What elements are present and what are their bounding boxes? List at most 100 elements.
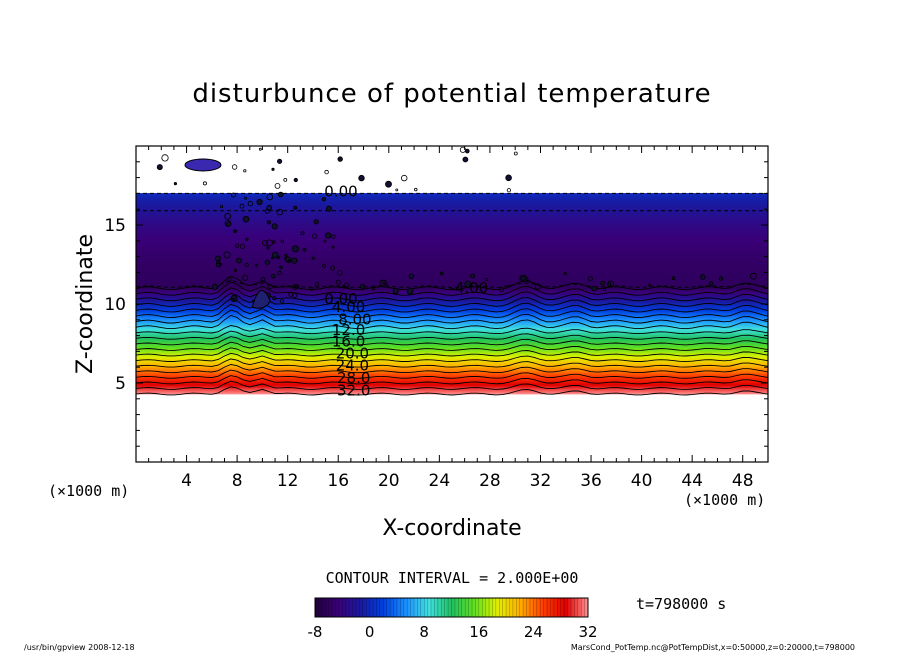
turbulence-blob bbox=[220, 205, 224, 209]
contour-line bbox=[136, 347, 768, 357]
turbulence-blob bbox=[385, 180, 392, 188]
color-band bbox=[136, 290, 768, 293]
color-band bbox=[136, 327, 768, 330]
turbulence-blob bbox=[277, 191, 284, 198]
color-band bbox=[136, 342, 768, 345]
turbulence-blob bbox=[331, 245, 335, 249]
turbulence-blob bbox=[311, 256, 315, 260]
turbulence-blob bbox=[750, 272, 757, 280]
color-band bbox=[136, 341, 768, 343]
turbulence-blob bbox=[371, 286, 376, 291]
turbulence-blob bbox=[156, 164, 163, 171]
top-blob bbox=[184, 158, 222, 172]
color-band bbox=[136, 196, 768, 199]
color-band bbox=[136, 384, 768, 387]
turbulence-blob bbox=[499, 287, 505, 293]
turbulence-blob bbox=[381, 279, 387, 285]
turbulence-blob bbox=[462, 156, 469, 163]
color-band bbox=[136, 252, 768, 254]
x-tick-label: 28 bbox=[479, 471, 501, 491]
color-band bbox=[136, 309, 768, 312]
turbulence-blob bbox=[312, 233, 318, 239]
contour-label: 0.00 bbox=[324, 183, 357, 201]
turbulence-blob bbox=[342, 285, 346, 289]
turbulence-blob bbox=[216, 262, 221, 268]
color-band bbox=[136, 210, 768, 213]
color-band bbox=[136, 278, 768, 281]
contour-line bbox=[136, 330, 768, 340]
turbulence-blob bbox=[392, 288, 399, 295]
turbulence-blob bbox=[507, 284, 511, 288]
turbulence-blob bbox=[325, 205, 332, 212]
turbulence-blob bbox=[270, 273, 276, 279]
color-band bbox=[136, 239, 768, 242]
color-band bbox=[136, 284, 768, 287]
turbulence-blob bbox=[274, 182, 281, 189]
color-band bbox=[136, 221, 768, 224]
color-band bbox=[136, 201, 768, 204]
color-band bbox=[136, 331, 768, 333]
turbulence-blob bbox=[291, 257, 298, 264]
color-band bbox=[136, 358, 768, 361]
turbulence-blob bbox=[211, 283, 218, 290]
color-band bbox=[136, 199, 768, 202]
color-band bbox=[136, 352, 768, 355]
color-band bbox=[136, 353, 768, 356]
turbulence-blob bbox=[671, 276, 676, 281]
contour-line bbox=[136, 352, 768, 363]
color-band bbox=[136, 313, 768, 316]
contour-line bbox=[136, 380, 768, 390]
turbulence-blob bbox=[277, 270, 282, 276]
turbulence-blob bbox=[408, 273, 414, 279]
x-tick-label: 12 bbox=[277, 471, 299, 491]
color-band bbox=[136, 363, 768, 366]
color-band bbox=[136, 198, 768, 200]
color-band bbox=[136, 277, 768, 279]
color-band bbox=[136, 346, 768, 348]
turbulence-blob bbox=[607, 280, 614, 288]
turbulence-blob bbox=[602, 287, 607, 292]
turbulence-blob bbox=[563, 271, 567, 276]
color-band bbox=[136, 328, 768, 331]
color-band bbox=[136, 376, 768, 379]
turbulence-blob bbox=[464, 280, 472, 288]
turbulence-blob bbox=[322, 263, 327, 268]
color-band bbox=[136, 215, 768, 218]
turbulence-blob bbox=[587, 276, 593, 282]
turbulence-blob bbox=[276, 208, 284, 216]
color-band bbox=[136, 369, 768, 372]
chart-title: disturbunce of potential temperature bbox=[192, 79, 711, 109]
turbulence-blob bbox=[321, 196, 327, 202]
turbulence-blob bbox=[161, 154, 169, 162]
color-band bbox=[136, 364, 768, 367]
contour-label: 24.0 bbox=[336, 356, 369, 374]
x-tick-label: 40 bbox=[631, 471, 653, 491]
turbulence-blob bbox=[600, 280, 605, 286]
color-band bbox=[136, 211, 768, 214]
turbulence-blob bbox=[279, 265, 283, 270]
turbulence-blob bbox=[231, 298, 235, 302]
color-band bbox=[136, 225, 768, 228]
x-unit-label-right: (×1000 m) bbox=[684, 491, 765, 509]
color-band bbox=[136, 274, 768, 277]
turbulence-blob bbox=[288, 292, 294, 297]
turbulence-blob bbox=[223, 251, 231, 259]
color-band bbox=[136, 248, 768, 251]
color-band bbox=[136, 216, 768, 219]
color-band bbox=[136, 205, 768, 208]
x-tick-label: 8 bbox=[232, 471, 243, 491]
turbulence-blob bbox=[279, 299, 284, 304]
color-band bbox=[136, 292, 768, 295]
color-band bbox=[136, 255, 768, 258]
color-band bbox=[136, 371, 768, 374]
turbulence-blob bbox=[256, 198, 263, 206]
turbulence-blob bbox=[267, 284, 273, 290]
color-band bbox=[136, 193, 768, 195]
x-axis-label: X-coordinate bbox=[382, 516, 521, 541]
color-band bbox=[136, 244, 768, 247]
color-band bbox=[136, 382, 768, 385]
x-tick-label: 36 bbox=[580, 471, 602, 491]
color-band bbox=[136, 214, 768, 217]
color-band bbox=[136, 367, 768, 370]
y-tick-label: 15 bbox=[104, 216, 126, 236]
